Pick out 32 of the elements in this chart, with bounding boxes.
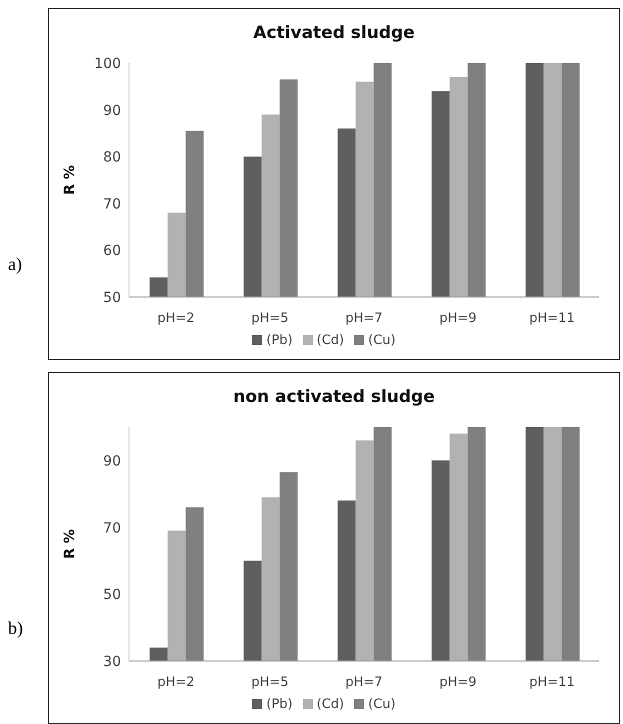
legend-label: (Cu) xyxy=(368,697,396,712)
x-tick-label: pH=7 xyxy=(345,675,383,690)
y-tick-label: 80 xyxy=(103,150,121,166)
y-axis-title: R % xyxy=(62,165,78,195)
x-tick-label: pH=2 xyxy=(157,675,195,690)
y-axis-title: R % xyxy=(62,529,78,559)
legend-label: (Pb) xyxy=(266,333,293,348)
y-tick-label: 90 xyxy=(103,102,121,119)
x-tick-label: pH=9 xyxy=(439,311,477,326)
y-tick-label: 70 xyxy=(103,196,121,212)
y-tick-label: 70 xyxy=(103,520,121,536)
chart-title: Activated sludge xyxy=(252,23,416,45)
y-tick-label: 50 xyxy=(103,587,121,604)
y-tick-label: 50 xyxy=(103,290,121,306)
y-tick-label: 100 xyxy=(94,56,121,72)
legend-label: (Pb) xyxy=(266,697,293,712)
x-tick-label: pH=5 xyxy=(251,675,289,690)
x-tick-label: pH=9 xyxy=(439,675,477,690)
chart-title: non activated sludge xyxy=(232,387,436,409)
y-tick-label: 30 xyxy=(103,654,121,670)
text: a) xyxy=(8,254,22,274)
x-tick-label: pH=11 xyxy=(529,675,575,690)
legend-label: (Cu) xyxy=(368,333,396,348)
legend-label: (Cd) xyxy=(316,697,344,712)
text: b) xyxy=(8,618,23,638)
x-tick-label: pH=2 xyxy=(157,311,195,326)
y-tick-label: 60 xyxy=(103,243,121,260)
x-tick-label: pH=11 xyxy=(529,311,575,326)
legend-label: (Cd) xyxy=(316,333,344,348)
x-tick-label: pH=7 xyxy=(345,311,383,326)
x-tick-label: pH=5 xyxy=(251,311,289,326)
y-tick-label: 90 xyxy=(103,453,121,470)
